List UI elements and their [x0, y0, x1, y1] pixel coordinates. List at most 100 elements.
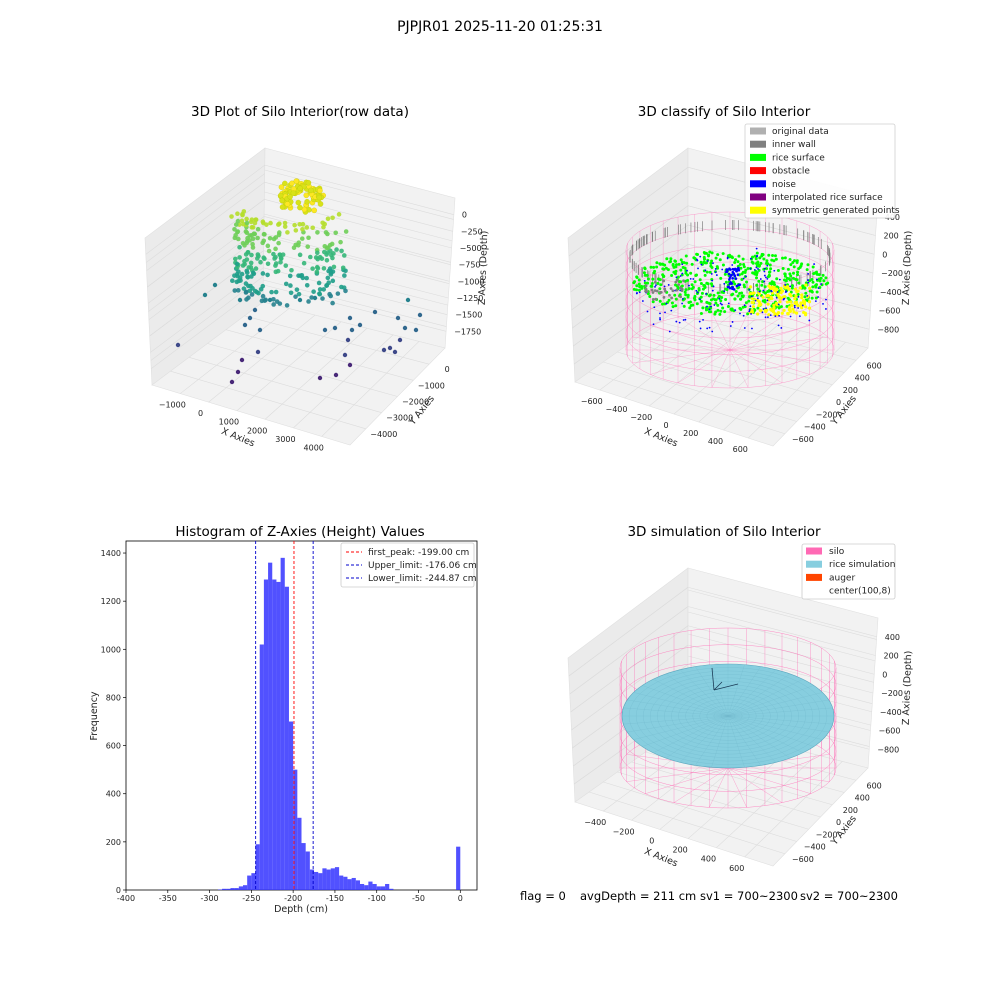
symmetric-point — [761, 295, 764, 298]
rice-surface-point — [669, 257, 672, 260]
rice-surface-point — [657, 278, 660, 281]
data-point — [300, 273, 305, 278]
noise-point — [807, 273, 809, 275]
inner-wall-point — [679, 296, 682, 299]
data-point — [276, 241, 281, 246]
legend-label: Lower_limit: -244.87 cm — [368, 574, 476, 584]
data-point — [315, 230, 320, 235]
data-point — [306, 299, 311, 304]
data-point — [241, 241, 246, 246]
hist-bar — [302, 843, 306, 890]
data-point — [259, 287, 264, 292]
rice-surface-point — [714, 311, 717, 314]
hist-bar — [318, 873, 322, 890]
data-point — [232, 273, 237, 278]
rice-surface-point — [756, 261, 759, 264]
legend-label: rice surface — [772, 153, 825, 163]
symmetric-point — [786, 300, 789, 303]
data-point — [325, 258, 330, 263]
hist-bar — [335, 867, 339, 890]
x-tick-label: 400 — [701, 855, 716, 864]
symmetric-point — [751, 301, 754, 304]
rice-surface-point — [760, 284, 763, 287]
data-point — [305, 244, 310, 249]
noise-point — [763, 281, 765, 283]
noise-point — [789, 285, 791, 287]
data-point — [273, 247, 278, 252]
rice-surface-point — [791, 287, 794, 290]
z-tick-label: −1500 — [455, 311, 482, 320]
sim-title: 3D simulation of Silo Interior — [627, 524, 821, 540]
rice-surface-point — [778, 306, 781, 309]
data-point — [245, 270, 250, 275]
data-point — [314, 255, 319, 260]
noise-point — [709, 327, 711, 329]
noise-point — [750, 268, 752, 270]
symmetric-point — [770, 309, 773, 312]
noise-point — [683, 319, 685, 321]
data-point — [268, 221, 273, 226]
data-point — [261, 219, 266, 224]
noise-point — [716, 274, 718, 276]
data-point — [330, 215, 335, 220]
symmetric-point — [767, 285, 770, 288]
noise-point — [743, 278, 745, 280]
rice-surface-point — [784, 273, 787, 276]
rice-surface-point — [650, 266, 653, 269]
rice-surface-point — [738, 307, 741, 310]
hist-bar — [256, 844, 260, 890]
noise-point — [730, 325, 732, 327]
legend-label: obstacle — [772, 167, 810, 177]
rice-surface-point — [665, 267, 668, 270]
symmetric-point — [751, 297, 754, 300]
data-point — [373, 310, 377, 314]
noise-point — [784, 284, 786, 286]
rice-surface-point — [763, 299, 766, 302]
rice-surface-point — [743, 284, 746, 287]
data-point — [330, 301, 335, 306]
data-point — [333, 230, 338, 235]
x-tick-label: 2000 — [247, 426, 267, 435]
rice-surface-point — [756, 271, 759, 274]
noise-point — [697, 292, 699, 294]
hist-bar — [260, 644, 264, 890]
rice-surface-point — [725, 281, 728, 284]
symmetric-point — [772, 306, 775, 309]
rice-surface-point — [659, 300, 662, 303]
rice-surface-point — [699, 278, 702, 281]
data-point — [322, 244, 327, 249]
data-point — [244, 290, 249, 295]
noise-point — [732, 268, 735, 271]
x-tick-label: -350 — [159, 894, 177, 903]
x-tick-label: −1000 — [159, 401, 186, 410]
noise-point — [762, 290, 764, 292]
data-point — [262, 298, 267, 303]
x-tick-label: 200 — [683, 429, 698, 438]
x-tick-label: 600 — [729, 864, 744, 873]
noise-point — [794, 305, 796, 307]
data-point — [398, 338, 402, 342]
noise-point — [715, 271, 717, 273]
symmetric-point — [791, 308, 794, 311]
hist-bar — [373, 884, 377, 890]
rice-surface-point — [673, 266, 676, 269]
noise-point — [799, 315, 801, 317]
noise-point — [825, 308, 827, 310]
x-tick-label: -200 — [284, 894, 302, 903]
data-point — [262, 232, 267, 237]
noise-point — [666, 303, 668, 305]
rice-surface-point — [739, 263, 742, 266]
noise-point — [659, 312, 661, 314]
noise-point — [654, 286, 656, 288]
noise-point — [655, 284, 657, 286]
noise-point — [745, 275, 747, 277]
data-point — [285, 201, 290, 206]
symmetric-point — [749, 285, 752, 288]
rice-surface-point — [724, 298, 727, 301]
rice-surface-point — [644, 281, 647, 284]
noise-point — [721, 269, 723, 271]
data-point — [255, 236, 260, 241]
data-point — [250, 225, 255, 230]
rice-surface-point — [741, 295, 744, 298]
noise-point — [817, 296, 819, 298]
